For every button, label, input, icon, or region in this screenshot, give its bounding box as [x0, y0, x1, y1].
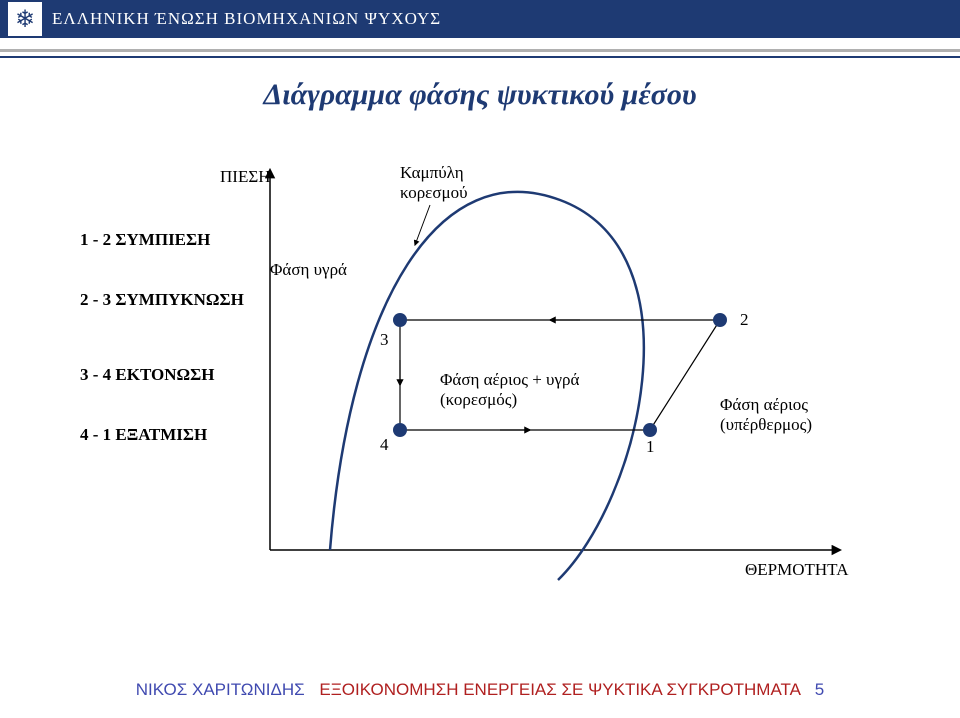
footer-subtitle: ΕΞΟΙΚΟΝΟΜΗΣΗ ΕΝΕΡΓΕΙΑΣ ΣΕ ΨΥΚΤΙΚΑ ΣΥΓΚΡΟ… [319, 680, 800, 699]
saturation-label-l1: Καμπύλη [400, 163, 464, 182]
phase-diagram: 3 2 4 1 ΠΙΕΣΗ ΘΕΡΜΟΤΗΤΑ Καμπύλη κορεσμού… [80, 150, 880, 610]
saturation-label-l2: κορεσμού [400, 183, 468, 202]
header-bar: ❄ ΕΛΛΗΝΙΚΗ ΈΝΩΣΗ ΒΙΟΜΗΧΑΝΙΩΝ ΨΥΧΟΥΣ [0, 0, 960, 38]
mix-phase-label-l1: Φάση αέριος + υγρά [440, 370, 579, 389]
cycle-1-2 [650, 320, 720, 430]
rule-blue [0, 56, 960, 58]
org-name: ΕΛΛΗΝΙΚΗ ΈΝΩΣΗ ΒΙΟΜΗΧΑΝΙΩΝ ΨΥΧΟΥΣ [52, 9, 441, 29]
legend-3: 3 - 4 ΕΚΤΟΝΩΣΗ [80, 365, 214, 384]
x-axis-label: ΘΕΡΜΟΤΗΤΑ [745, 560, 849, 579]
node-label-2: 2 [740, 310, 749, 329]
slide-title: Διάγραμμα φάσης ψυκτικού μέσου [0, 78, 960, 112]
y-axis-label: ΠΙΕΣΗ [220, 167, 271, 186]
node-label-4: 4 [380, 435, 389, 454]
node-1 [643, 423, 657, 437]
rule-gray [0, 49, 960, 52]
gas-phase-label-l1: Φάση αέριος [720, 395, 808, 414]
gas-phase-label-l2: (υπέρθερμος) [720, 415, 812, 434]
node-3 [393, 313, 407, 327]
node-label-1: 1 [646, 437, 655, 456]
node-4 [393, 423, 407, 437]
footer-page: 5 [815, 680, 824, 699]
slide: ❄ ΕΛΛΗΝΙΚΗ ΈΝΩΣΗ ΒΙΟΜΗΧΑΝΙΩΝ ΨΥΧΟΥΣ Διάγ… [0, 0, 960, 718]
mix-phase-label-l2: (κορεσμός) [440, 390, 517, 409]
node-2 [713, 313, 727, 327]
legend-2: 2 - 3 ΣΥΜΠΥΚΝΩΣΗ [80, 290, 244, 309]
svg-text:❄: ❄ [15, 7, 35, 33]
liquid-phase-label: Φάση υγρά [270, 260, 347, 279]
footer-author: ΝΙΚΟΣ ΧΑΡΙΤΩΝΙΔΗΣ [136, 680, 305, 699]
legend-1: 1 - 2 ΣΥΜΠΙΕΣΗ [80, 230, 210, 249]
node-label-3: 3 [380, 330, 389, 349]
logo-snowflake-icon: ❄ [6, 0, 44, 38]
footer: ΝΙΚΟΣ ΧΑΡΙΤΩΝΙΔΗΣ ΕΞΟΙΚΟΝΟΜΗΣΗ ΕΝΕΡΓΕΙΑΣ… [0, 680, 960, 700]
legend-4: 4 - 1 ΕΞΑΤΜΙΣΗ [80, 425, 207, 444]
